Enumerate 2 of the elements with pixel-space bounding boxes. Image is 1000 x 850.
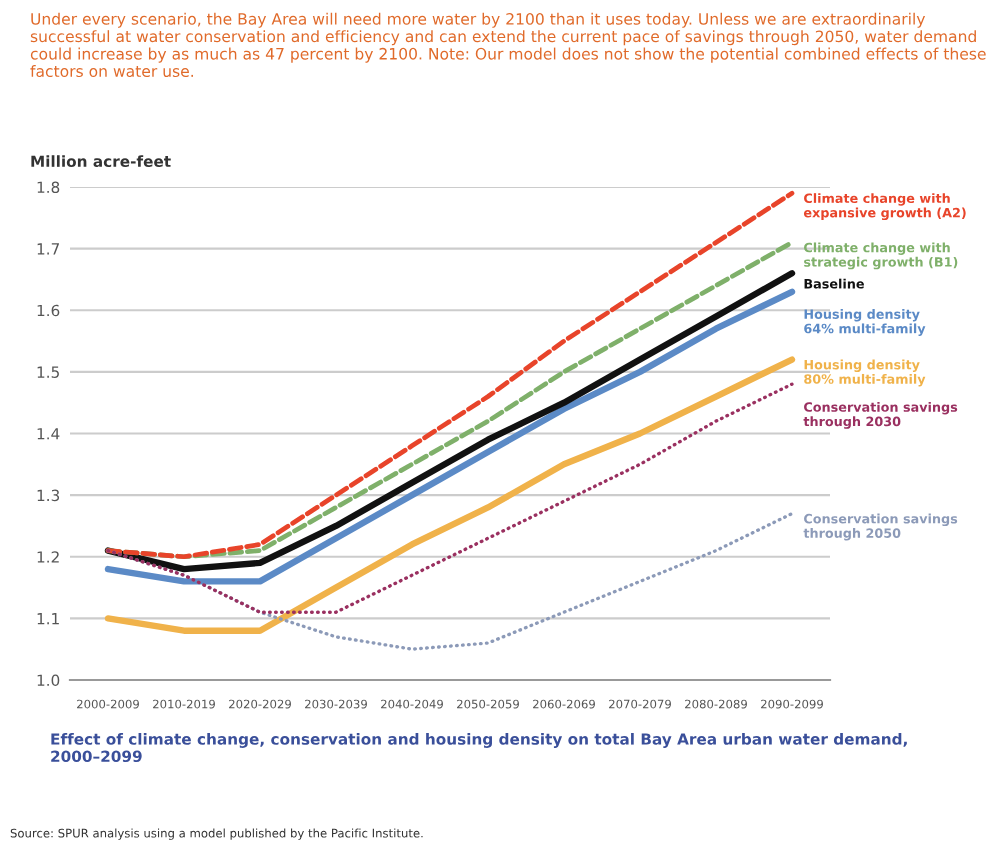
line-series (104, 356, 796, 634)
line-series (106, 382, 794, 614)
